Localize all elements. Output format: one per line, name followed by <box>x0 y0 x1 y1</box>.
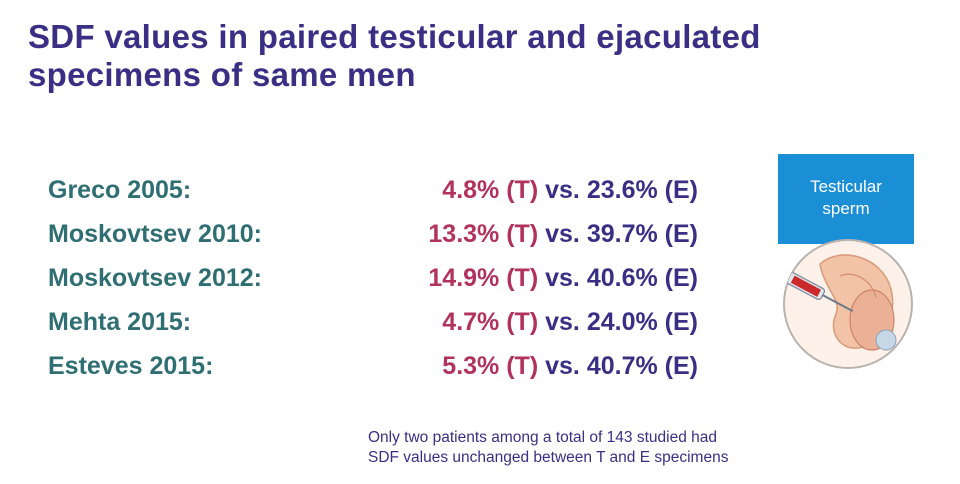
versus-label: vs. <box>545 308 580 336</box>
note-line-2: SDF values unchanged between T and E spe… <box>368 449 729 466</box>
study-row: Greco 2005: 4.8% (T) vs. 23.6% (E) <box>48 170 698 214</box>
testicular-value: 14.9% (T) <box>428 264 539 292</box>
study-row: Esteves 2015: 5.3% (T) vs. 40.7% (E) <box>48 346 698 390</box>
study-row: Moskovtsev 2012: 14.9% (T) vs. 40.6% (E) <box>48 258 698 302</box>
ejaculated-value: 40.7% (E) <box>586 352 698 380</box>
study-name: Moskovtsev 2012: <box>48 264 263 292</box>
study-results-list: Greco 2005: 4.8% (T) vs. 23.6% (E) Mosko… <box>48 170 698 390</box>
slide-title-line-2: specimens of same men <box>28 56 416 93</box>
study-note: Only two patients among a total of 143 s… <box>368 428 868 468</box>
versus-label: vs. <box>545 220 580 248</box>
study-name: Esteves 2015: <box>48 352 214 380</box>
study-values: 4.7% (T) vs. 24.0% (E) <box>442 308 698 337</box>
study-values: 4.8% (T) vs. 23.6% (E) <box>442 176 698 205</box>
study-values: 13.3% (T) vs. 39.7% (E) <box>428 220 698 249</box>
study-row: Mehta 2015: 4.7% (T) vs. 24.0% (E) <box>48 302 698 346</box>
study-name: Greco 2005: <box>48 176 192 204</box>
testicular-value: 5.3% (T) <box>442 352 539 380</box>
ejaculated-value: 23.6% (E) <box>586 176 698 204</box>
note-line-1: Only two patients among a total of 143 s… <box>368 429 717 446</box>
study-row: Moskovtsev 2010: 13.3% (T) vs. 39.7% (E) <box>48 214 698 258</box>
slide-title-line-1: SDF values in paired testicular and ejac… <box>28 18 761 55</box>
versus-label: vs. <box>545 352 580 380</box>
study-values: 14.9% (T) vs. 40.6% (E) <box>428 264 698 293</box>
ejaculated-value: 24.0% (E) <box>586 308 698 336</box>
testicular-sperm-label: Testicular sperm <box>778 154 914 244</box>
slide-title: SDF values in paired testicular and ejac… <box>28 18 928 94</box>
study-name: Moskovtsev 2010: <box>48 220 263 248</box>
label-line-2: sperm <box>822 199 870 218</box>
testicular-value: 4.7% (T) <box>442 308 539 336</box>
versus-label: vs. <box>545 264 580 292</box>
study-name: Mehta 2015: <box>48 308 192 336</box>
ejaculated-value: 40.6% (E) <box>586 264 698 292</box>
testicular-value: 13.3% (T) <box>428 220 539 248</box>
biopsy-needle-icon <box>783 239 913 369</box>
testicular-value: 4.8% (T) <box>442 176 539 204</box>
versus-label: vs. <box>545 176 580 204</box>
label-line-1: Testicular <box>810 177 882 196</box>
study-values: 5.3% (T) vs. 40.7% (E) <box>442 352 698 381</box>
ejaculated-value: 39.7% (E) <box>586 220 698 248</box>
testicular-sperm-illustration: Testicular sperm <box>742 150 942 380</box>
